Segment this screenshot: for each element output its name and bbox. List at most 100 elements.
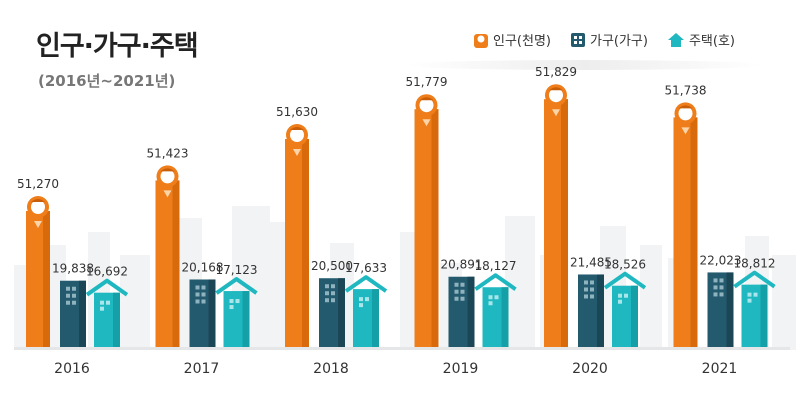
housing-window-2016-3 — [100, 306, 104, 311]
household-label-2019: 20,891 — [441, 258, 483, 272]
housing-roof-2019 — [474, 273, 517, 291]
housing-bar-shade-2017 — [242, 291, 250, 347]
housing-window-2018-1 — [359, 297, 363, 302]
household-window-2017-1-0 — [195, 292, 200, 297]
household-window-2021-2-0 — [713, 292, 718, 297]
population-tie-2019 — [422, 119, 431, 127]
population-label-2016: 51,270 — [17, 177, 59, 191]
population-hair-2018 — [290, 127, 304, 130]
household-window-2018-2-0 — [325, 298, 329, 303]
household-window-2021-1-0 — [713, 285, 718, 290]
housing-roof-2020 — [603, 271, 647, 290]
housing-label-2021: 18,812 — [734, 257, 776, 271]
population-tie-2020 — [552, 109, 560, 117]
legend-item-households: 가구(가구) — [570, 30, 648, 49]
housing-bar-shade-2016 — [113, 292, 120, 347]
household-window-2018-0-1 — [331, 284, 335, 289]
housing-label-2017: 17,123 — [216, 263, 258, 277]
household-window-2020-2-0 — [584, 294, 588, 299]
legend-item-population: 인구(천명) — [474, 30, 551, 49]
household-bar-shade-2019 — [467, 276, 475, 347]
population-face-2016 — [31, 200, 45, 214]
housing-window-2020-3 — [618, 299, 622, 304]
housing-bar-shade-2020 — [631, 285, 638, 347]
housing-window-2018-3 — [359, 303, 363, 308]
house-icon — [667, 32, 684, 47]
household-label-2018: 20,500 — [311, 259, 353, 273]
population-face-2020 — [549, 88, 563, 103]
housing-window-2016-1 — [100, 300, 104, 305]
household-bar-shade-2017 — [208, 279, 216, 347]
housing-roof-2016 — [85, 278, 129, 297]
legend-label-population: 인구(천명) — [493, 34, 551, 49]
legend-label-housing: 주택(호) — [688, 34, 735, 49]
household-label-2017: 20,168 — [182, 260, 224, 274]
household-bar-shade-2016 — [79, 280, 86, 347]
housing-window-2017-3 — [229, 305, 234, 310]
housing-window-2021-1 — [747, 292, 752, 297]
household-window-2020-0-1 — [590, 280, 594, 285]
population-tie-2021 — [681, 127, 690, 135]
household-label-2020: 21,485 — [570, 255, 612, 269]
legend: 인구(천명) 가구(가구) 주택(호) — [454, 30, 735, 49]
housing-roof-2021 — [733, 270, 776, 289]
population-label-2021: 51,738 — [665, 83, 707, 97]
baseline — [14, 347, 790, 350]
population-bar-shade-2021 — [690, 117, 698, 348]
household-window-2018-2-1 — [331, 298, 335, 303]
housing-bar-shade-2019 — [501, 287, 509, 347]
chart-title: 인구·가구·주택 — [36, 31, 199, 62]
housing-window-2019-3 — [488, 301, 493, 306]
household-window-2019-2-1 — [460, 296, 465, 301]
population-face-2017 — [160, 169, 175, 184]
household-window-2020-1-0 — [584, 287, 588, 292]
housing-roof-2018 — [344, 275, 388, 293]
household-window-2021-2-1 — [719, 292, 724, 297]
year-label-2019: 2019 — [443, 361, 479, 377]
household-window-2018-1-1 — [331, 291, 335, 296]
population-label-2019: 51,779 — [406, 75, 448, 89]
household-window-2020-1-1 — [590, 287, 594, 292]
household-window-2017-0-1 — [201, 285, 206, 290]
housing-window-2021-3 — [747, 298, 752, 303]
household-window-2020-2-1 — [590, 294, 594, 299]
housing-bar-shade-2018 — [372, 289, 379, 347]
household-window-2019-2-0 — [454, 296, 459, 301]
population-tie-2017 — [163, 190, 172, 198]
population-label-2020: 51,829 — [535, 65, 577, 79]
population-tie-2016 — [34, 221, 42, 228]
household-window-2016-1-0 — [66, 293, 70, 298]
population-face-2021 — [678, 106, 693, 121]
household-label-2016: 19,838 — [52, 262, 94, 276]
household-window-2019-1-0 — [454, 289, 459, 294]
year-label-2021: 2021 — [702, 361, 738, 377]
household-bar-shade-2020 — [597, 274, 604, 347]
year-label-2017: 2017 — [184, 361, 220, 377]
housing-label-2020: 18,526 — [604, 258, 646, 272]
household-window-2020-0-0 — [584, 280, 588, 285]
population-hair-2017 — [160, 168, 175, 172]
housing-label-2018: 17,633 — [345, 261, 387, 275]
population-bar-shade-2019 — [431, 109, 439, 347]
person-icon — [474, 33, 488, 48]
household-window-2021-0-1 — [719, 278, 724, 283]
year-label-2016: 2016 — [54, 361, 90, 377]
household-window-2017-0-0 — [195, 285, 200, 290]
household-bar-shade-2018 — [338, 278, 345, 347]
population-hair-2019 — [419, 97, 434, 101]
chart-subtitle: (2016년~2021년) — [38, 72, 176, 90]
legend-shadow — [405, 60, 765, 70]
housing-window-2016-2 — [106, 300, 110, 305]
household-window-2019-0-0 — [454, 282, 459, 287]
housing-label-2016: 16,692 — [86, 265, 128, 279]
household-window-2018-0-0 — [325, 284, 329, 289]
household-window-2017-1-1 — [201, 292, 206, 297]
population-bar-shade-2020 — [561, 99, 568, 347]
household-label-2021: 22,023 — [700, 253, 742, 267]
household-window-2016-0-0 — [66, 286, 70, 291]
household-window-2021-1-1 — [719, 285, 724, 290]
household-window-2019-0-1 — [460, 282, 465, 287]
population-tie-2018 — [293, 149, 301, 156]
household-window-2016-0-1 — [72, 286, 76, 291]
skyline-building-3 — [120, 255, 150, 350]
